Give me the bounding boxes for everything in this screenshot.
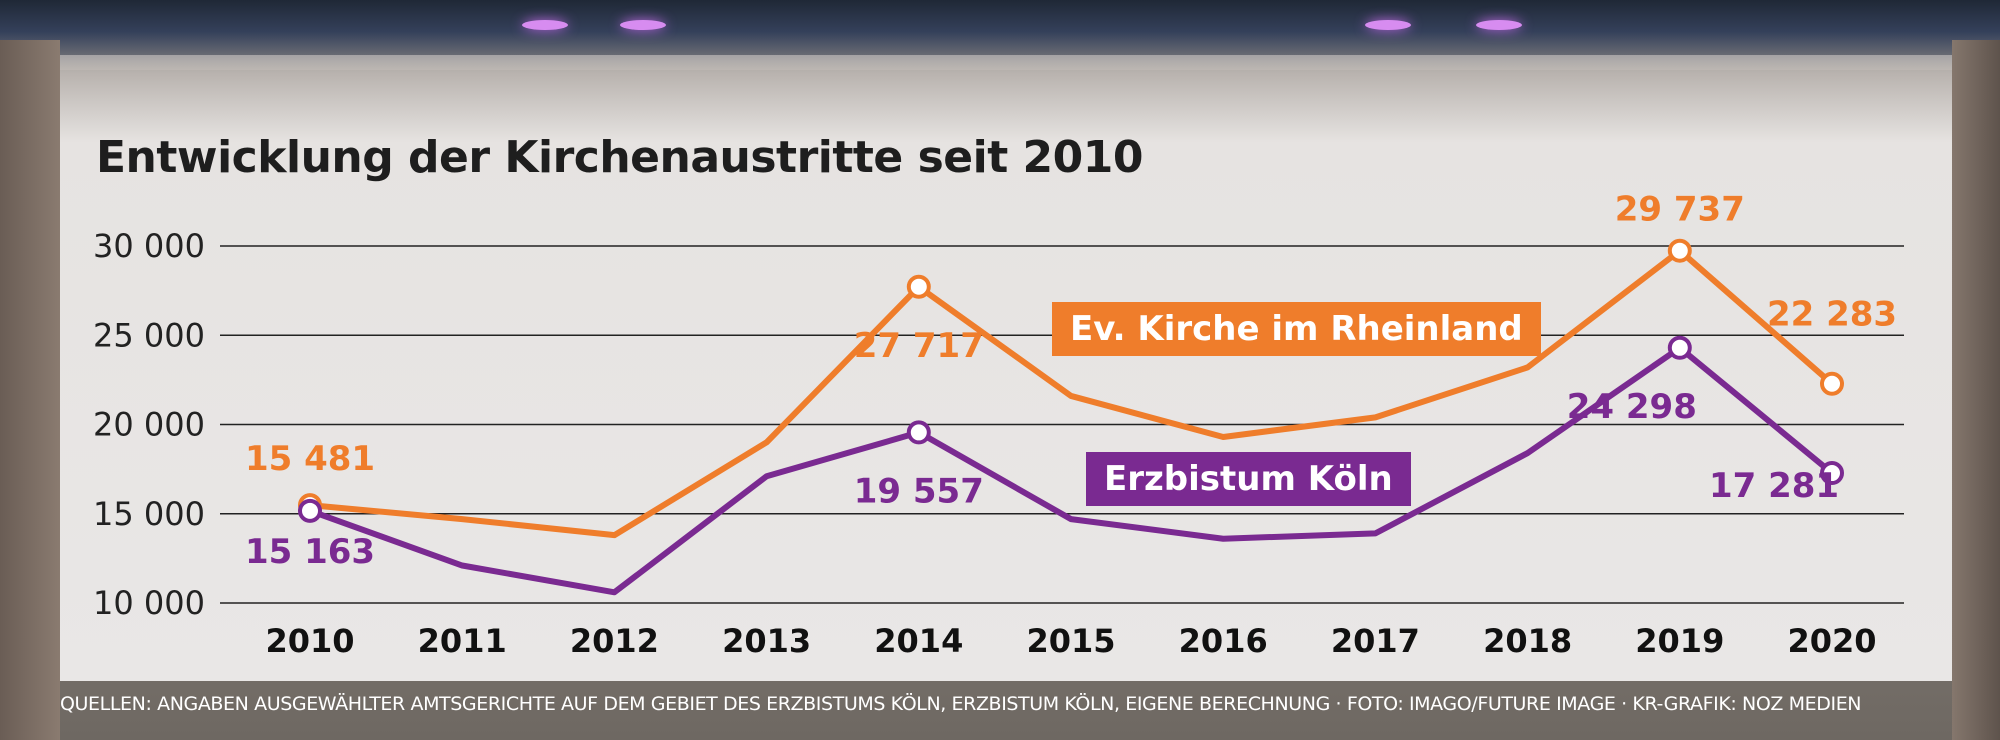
x-tick-label: 2019 bbox=[1635, 622, 1724, 660]
x-tick-label: 2017 bbox=[1331, 622, 1420, 660]
x-tick-label: 2013 bbox=[722, 622, 811, 660]
data-point-erzbistum-koeln bbox=[906, 420, 931, 445]
series-line-ev-kirche bbox=[307, 247, 1835, 539]
y-tick-label: 25 000 bbox=[93, 316, 205, 354]
x-tick-label: 2018 bbox=[1483, 622, 1572, 660]
y-tick-label: 10 000 bbox=[93, 584, 205, 622]
data-point-ev-kirche bbox=[1820, 371, 1844, 396]
x-tick-label: 2020 bbox=[1787, 622, 1876, 660]
x-tick-label: 2016 bbox=[1179, 622, 1268, 660]
y-tick-label: 15 000 bbox=[93, 495, 205, 533]
data-label-ev-kirche: 22 283 bbox=[1767, 295, 1897, 335]
legend-erzbistum-koeln: Erzbistum Köln bbox=[1086, 452, 1411, 506]
data-label-ev-kirche: 27 717 bbox=[854, 326, 984, 366]
y-tick-label: 20 000 bbox=[93, 406, 205, 444]
data-point-erzbistum-koeln bbox=[298, 498, 322, 523]
data-label-erzbistum-koeln: 17 281 bbox=[1709, 466, 1839, 506]
data-point-ev-kirche bbox=[1667, 238, 1692, 263]
series-line-erzbistum-koeln bbox=[307, 344, 1835, 596]
source-credit: QUELLEN: ANGABEN AUSGEWÄHLTER AMTSGERICH… bbox=[60, 693, 1862, 715]
x-tick-label: 2014 bbox=[874, 622, 963, 660]
data-label-erzbistum-koeln: 15 163 bbox=[245, 532, 375, 572]
stage-light-icon bbox=[522, 20, 568, 30]
x-tick-label: 2012 bbox=[570, 622, 659, 660]
stage-light-icon bbox=[1476, 20, 1522, 30]
background-photo-right bbox=[1952, 40, 2000, 740]
data-point-erzbistum-koeln bbox=[1820, 461, 1844, 486]
x-tick-label: 2015 bbox=[1026, 622, 1115, 660]
data-point-erzbistum-koeln bbox=[1667, 335, 1692, 360]
stage-light-icon bbox=[1365, 20, 1411, 30]
chart-panel bbox=[60, 55, 1952, 681]
background-photo-left bbox=[0, 40, 60, 740]
stage-light-icon bbox=[620, 20, 666, 30]
data-label-ev-kirche: 15 481 bbox=[245, 439, 375, 479]
x-tick-label: 2011 bbox=[418, 622, 507, 660]
data-label-erzbistum-koeln: 19 557 bbox=[854, 471, 984, 511]
data-point-ev-kirche bbox=[906, 274, 931, 299]
legend-ev-kirche: Ev. Kirche im Rheinland bbox=[1052, 302, 1541, 356]
data-label-erzbistum-koeln: 24 298 bbox=[1567, 387, 1697, 427]
line-chart: 10 000 15 000 20 000 25 000 30 000 2010 2011 20… bbox=[93, 190, 1904, 660]
y-tick-label: 30 000 bbox=[93, 227, 205, 265]
chart-title: Entwicklung der Kirchenaustritte seit 20… bbox=[96, 132, 1144, 183]
data-label-ev-kirche: 29 737 bbox=[1615, 190, 1745, 230]
x-tick-label: 2010 bbox=[265, 622, 354, 660]
